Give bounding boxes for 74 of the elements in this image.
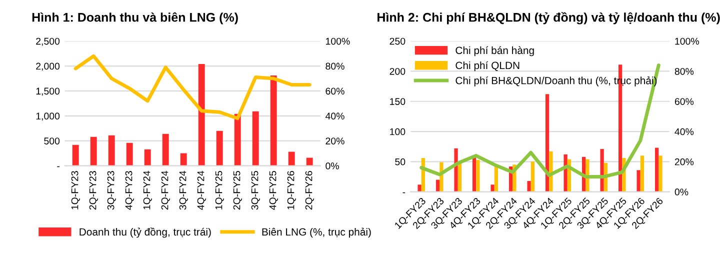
y2-tick-label: 40%: [325, 112, 344, 120]
bar: [600, 149, 604, 192]
legend-label: Doanh thu (tỷ đồng, trục trái): [80, 228, 211, 238]
y2-tick-label: 60%: [326, 88, 344, 95]
legend-label: Biên LNG (%, trục phải): [262, 228, 371, 238]
x-tick-label: 2Q-FY23: [89, 171, 98, 210]
bar: [418, 184, 422, 192]
y2-tick-label: 80%: [326, 62, 344, 70]
bar: [198, 64, 205, 166]
y-tick-label: 250: [390, 38, 406, 45]
x-tick-label: 4Q-FY24: [197, 170, 206, 210]
bar: [108, 135, 115, 166]
x-tick-label: 3Q-FY23: [107, 171, 116, 210]
legend-label: Chi phí QLDN: [456, 61, 520, 72]
y-tick-label: 50: [395, 158, 406, 166]
y-tick-label: 1,000: [36, 112, 60, 121]
x-tick-label: 4Q-FY25: [269, 171, 278, 210]
bar: [270, 76, 277, 166]
line-series: [420, 63, 660, 178]
bar: [527, 180, 531, 192]
chart-title: Hình 2: Chi phí BH&QLDN (tỷ đồng) và tỷ lệ/doanh thu (%): [378, 12, 720, 24]
y-tick-label: -: [57, 166, 60, 168]
x-tick-label: 1Q-FY24: [143, 170, 152, 210]
y2-tick-label: 100%: [675, 38, 699, 45]
y-tick-label: 2,000: [36, 62, 60, 71]
y-tick-label: 100: [390, 128, 406, 136]
y-tick-label: 1,500: [36, 88, 60, 96]
bar: [490, 184, 494, 192]
x-tick-label: 1Q-FY23: [71, 171, 80, 210]
y-tick-label: 150: [390, 98, 406, 105]
bar: [288, 152, 295, 166]
bar: [472, 156, 476, 192]
y2-tick-label: 0%: [326, 162, 339, 170]
x-tick-label: 1Q-FY26: [287, 171, 296, 210]
legend-label: Chi phí bán hàng: [456, 46, 534, 56]
x-tick-label: 2Q-FY26: [305, 171, 314, 210]
bar: [72, 144, 79, 166]
y2-tick-label: 20%: [674, 158, 694, 166]
bar: [90, 136, 97, 166]
bar: [216, 130, 223, 166]
bar: [180, 153, 187, 166]
bar: [530, 162, 535, 192]
bar: [658, 156, 662, 192]
x-tick-label: 1Q-FY25: [215, 171, 224, 210]
bar: [458, 163, 462, 192]
y2-tick-label: 0%: [674, 188, 688, 196]
bar: [436, 180, 440, 192]
y-tick-label: 500: [44, 138, 60, 144]
y-tick-label: 200: [390, 68, 406, 75]
bar: [126, 142, 133, 166]
bar: [454, 148, 458, 192]
x-tick-label: 4Q-FY23: [125, 171, 134, 210]
line-series: [74, 54, 312, 120]
y2-tick-label: 40%: [674, 128, 694, 136]
y2-tick-label: 80%: [674, 68, 694, 75]
chart-title: Hình 1: Doanh thu và biên LNG (%): [32, 12, 238, 24]
x-tick-label: 2Q-FY25: [233, 171, 242, 210]
bar: [234, 114, 241, 166]
bar: [654, 148, 659, 192]
x-tick-label: 3Q-FY24: [179, 170, 188, 210]
y2-tick-label: 20%: [326, 138, 344, 144]
bar: [636, 170, 640, 192]
bar: [144, 149, 151, 166]
y-tick-label: -: [402, 192, 406, 194]
bar: [545, 94, 550, 192]
bar: [252, 111, 259, 166]
y2-tick-label: 60%: [674, 98, 694, 105]
bar: [476, 160, 480, 192]
bar: [162, 134, 169, 166]
y-tick-label: 2,500: [36, 38, 60, 46]
y2-tick-label: 100%: [326, 38, 350, 45]
x-tick-label: 2Q-FY24: [161, 170, 170, 210]
x-tick-label: 3Q-FY25: [251, 171, 260, 210]
bar: [640, 156, 644, 192]
